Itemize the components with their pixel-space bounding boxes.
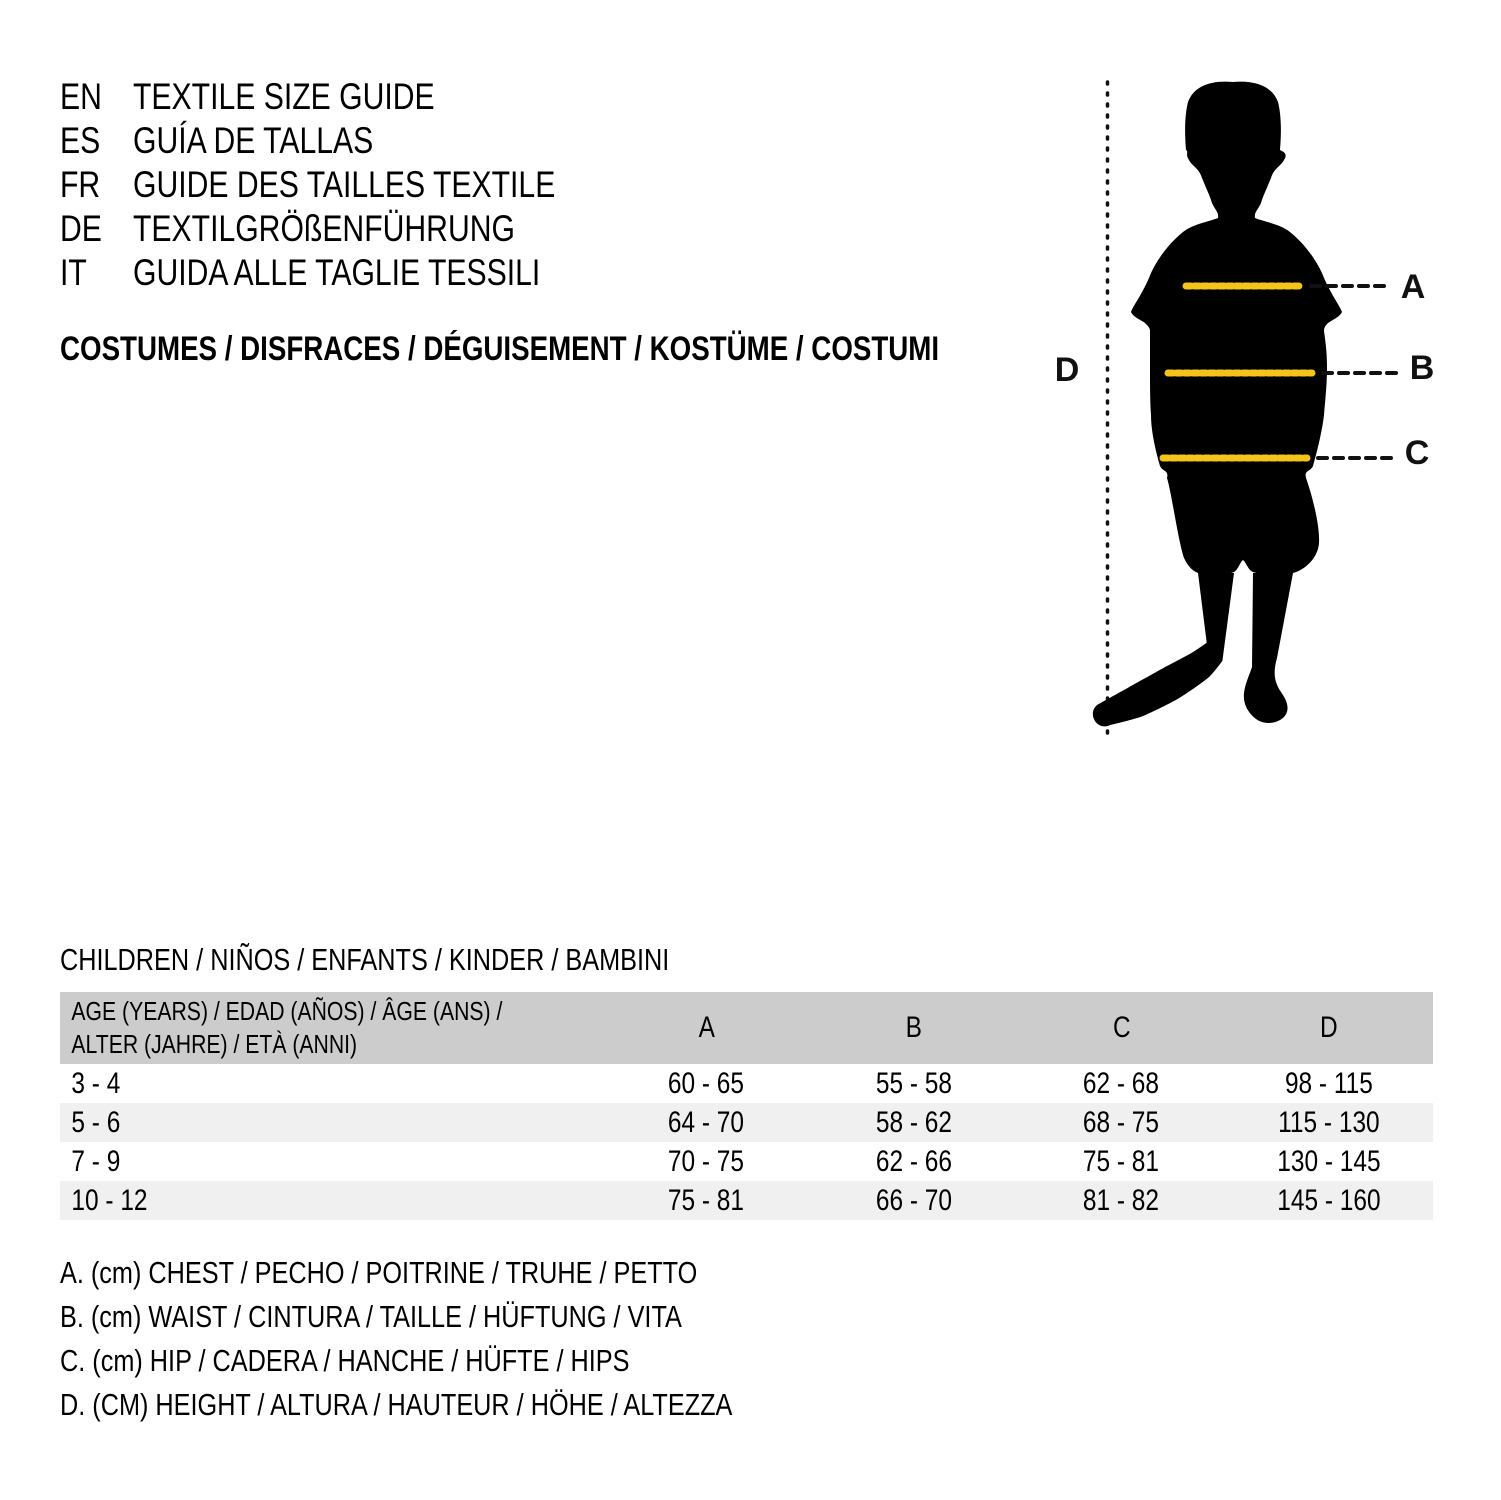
svg-text:C: C bbox=[1405, 434, 1430, 472]
svg-text:D: D bbox=[1055, 351, 1080, 389]
svg-text:A: A bbox=[1401, 268, 1426, 306]
svg-text:B: B bbox=[1410, 349, 1435, 387]
